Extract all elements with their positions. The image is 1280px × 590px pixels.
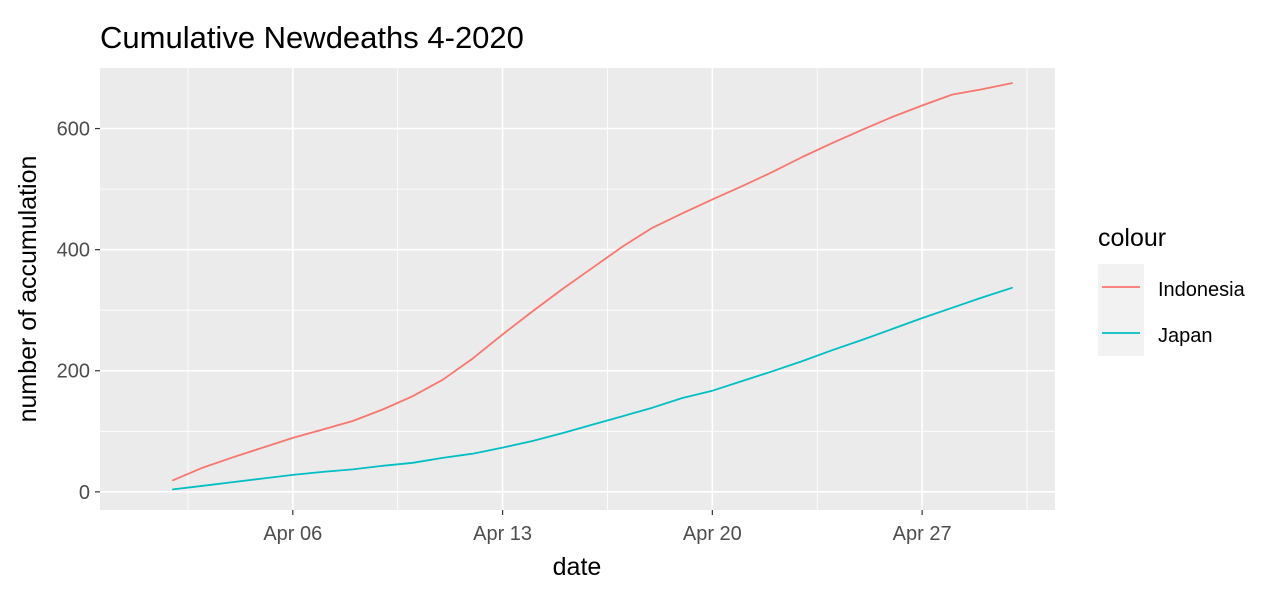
y-axis: 0 200 400 600 xyxy=(57,119,100,504)
grid-major xyxy=(100,68,1055,510)
series-line-indonesia xyxy=(171,82,1013,482)
y-tick-label: 200 xyxy=(57,361,90,383)
series-lines xyxy=(171,82,1013,491)
legend-label-japan: Japan xyxy=(1158,325,1213,347)
x-tick-label: Apr 06 xyxy=(263,523,322,545)
y-tick-label: 600 xyxy=(57,119,90,141)
x-tick-label: Apr 20 xyxy=(683,523,742,545)
plot-panel xyxy=(100,68,1055,510)
series-line-japan xyxy=(171,286,1013,491)
legend-label-indonesia: Indonesia xyxy=(1158,279,1246,301)
y-tick-label: 0 xyxy=(79,482,90,504)
x-tick-label: Apr 27 xyxy=(893,523,952,545)
x-axis: Apr 06 Apr 13 Apr 20 Apr 27 xyxy=(263,510,952,545)
x-axis-title: date xyxy=(553,553,602,581)
x-tick-label: Apr 13 xyxy=(473,523,532,545)
chart-title: Cumulative Newdeaths 4-2020 xyxy=(100,20,524,55)
legend: colour Indonesia Japan xyxy=(1098,224,1246,356)
y-tick-label: 400 xyxy=(57,240,90,262)
y-axis-title: number of accumulation xyxy=(14,156,42,423)
grid-minor xyxy=(100,68,1055,510)
legend-title: colour xyxy=(1098,224,1166,252)
